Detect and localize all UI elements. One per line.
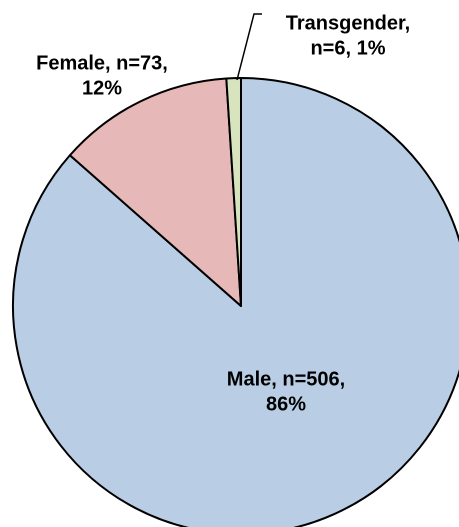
data-label: Female, n=73, [36, 52, 168, 74]
leader-line [236, 13, 262, 81]
pie-slice [68, 77, 242, 307]
data-label: Male, n=506, [227, 368, 345, 390]
data-label: Transgender, [286, 12, 411, 34]
data-label: n=6, 1% [310, 37, 385, 59]
pie-slice [225, 77, 242, 307]
data-label: 12% [82, 77, 122, 99]
data-label: 86% [266, 393, 306, 415]
